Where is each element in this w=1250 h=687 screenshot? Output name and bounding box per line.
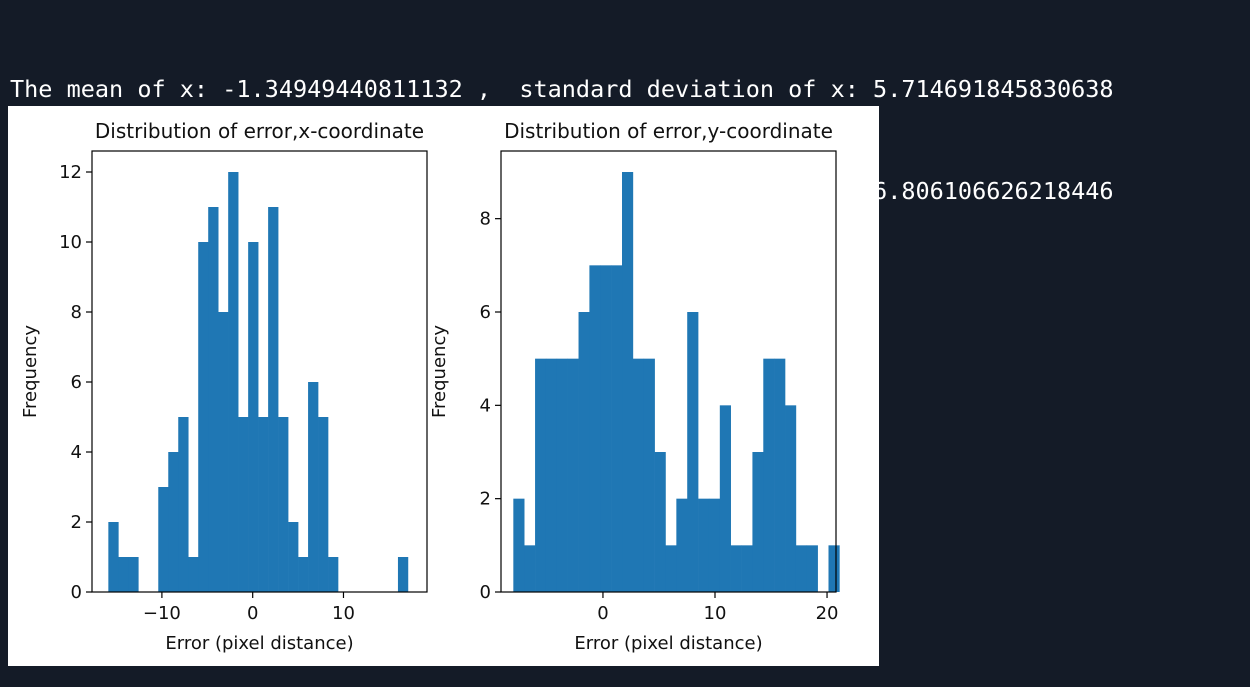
y-tick-label: 8 [480, 209, 491, 230]
histogram-bar [643, 358, 655, 592]
y-axis-label: Frequency [20, 325, 41, 418]
plot-y: 0 10 20 0 2 4 6 8 Distribution of error,y-coordi… [429, 119, 840, 654]
chart-title: Distribution of error,x-coordinate [95, 119, 424, 143]
histogram-bar [218, 312, 229, 592]
histogram-bar [158, 487, 169, 592]
histogram-bar [535, 358, 547, 592]
y-tick-label: 10 [59, 232, 82, 253]
histogram-bar [654, 452, 666, 592]
histogram-bar [228, 172, 239, 592]
x-tick-label: 0 [247, 603, 258, 624]
histogram-bar [108, 522, 119, 592]
histogram-bar [676, 498, 688, 592]
histogram-bar [198, 242, 209, 592]
histogram-bar [545, 358, 558, 592]
chart-title: Distribution of error,y-coordinate [504, 119, 833, 143]
histogram-bar [763, 358, 775, 592]
histogram-bar [600, 265, 612, 592]
histogram-bar [328, 557, 339, 592]
y-tick-label: 2 [480, 489, 491, 510]
histogram-bar [178, 417, 189, 592]
console-line-x-stats: The mean of x: -1.34949440811132 , stand… [10, 75, 1114, 103]
histogram-bar [208, 207, 219, 592]
histogram-bar [308, 382, 319, 592]
y-tick-label: 6 [71, 372, 82, 393]
histogram-bar [730, 545, 742, 592]
histogram-bar [741, 545, 753, 592]
x-tick-label: 20 [816, 603, 839, 624]
y-axis-label: Frequency [429, 325, 450, 418]
histogram-bar [118, 557, 129, 592]
histogram-bar [698, 498, 710, 592]
y-tick-label: 6 [480, 302, 491, 323]
histogram-bar [665, 545, 677, 592]
histogram-bar [632, 358, 645, 592]
histogram-bar [318, 417, 329, 592]
histogram-bar [567, 358, 579, 592]
histogram-bar [785, 405, 797, 592]
histogram-bar [397, 557, 409, 592]
x-tick-label: 10 [332, 603, 355, 624]
axes-frame [500, 150, 837, 593]
histogram-bar [719, 405, 731, 592]
histogram-bar [752, 452, 764, 592]
histogram-bar [708, 498, 721, 592]
histogram-bar [278, 417, 289, 592]
histogram-bar [128, 557, 139, 592]
histogram-bar [578, 312, 590, 592]
histogram-bar [795, 545, 808, 592]
y-tick-label: 0 [71, 582, 82, 603]
histogram-figure: −10 0 10 0 2 4 6 8 10 12 Distribution of error,x-c… [20, 119, 840, 654]
x-tick-label: −10 [143, 603, 181, 624]
histogram-bar [806, 545, 818, 592]
histogram-bar [248, 242, 259, 592]
y-tick-label: 4 [480, 395, 491, 416]
histogram-bar [828, 545, 840, 592]
figure-output: −10 0 10 0 2 4 6 8 10 12 Distribution of error,x-c… [8, 106, 879, 666]
histogram-bar [524, 545, 536, 592]
y-tick-label: 4 [71, 442, 82, 463]
histogram-bar [168, 452, 179, 592]
axes-frame [91, 150, 428, 593]
x-axis-label: Error (pixel distance) [165, 633, 353, 654]
histogram-bar [288, 522, 299, 592]
x-tick-label: 0 [597, 603, 608, 624]
plot-x: −10 0 10 0 2 4 6 8 10 12 Distribution of error,x-c… [20, 119, 428, 654]
histogram-bar [258, 417, 269, 592]
histogram-bar [238, 417, 249, 592]
x-axis-label: Error (pixel distance) [574, 633, 762, 654]
histogram-bar [622, 172, 634, 592]
y-tick-label: 2 [71, 512, 82, 533]
histogram-bar [774, 358, 786, 592]
histogram-bar [589, 265, 601, 592]
histogram-bar [298, 557, 309, 592]
histogram-bar [268, 207, 279, 592]
y-tick-label: 12 [59, 162, 82, 183]
histogram-bar [687, 312, 699, 592]
y-tick-label: 8 [71, 302, 82, 323]
histogram-bar [611, 265, 623, 592]
y-tick-label: 0 [480, 582, 491, 603]
histogram-bar [188, 557, 199, 592]
histogram-bar [513, 498, 525, 592]
histogram-bar [556, 358, 568, 592]
x-tick-label: 10 [704, 603, 727, 624]
